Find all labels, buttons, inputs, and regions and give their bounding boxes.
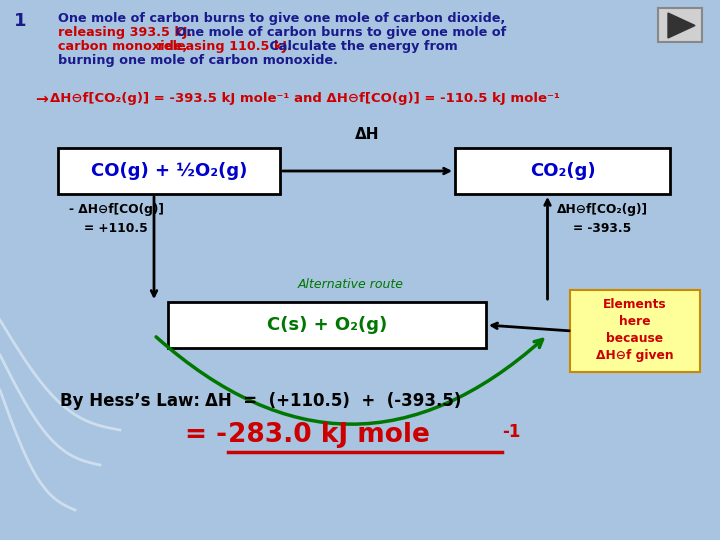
Text: One mole of carbon burns to give one mole of carbon dioxide,: One mole of carbon burns to give one mol… [58,12,505,25]
Text: - ΔH⊖f[CO(g)]: - ΔH⊖f[CO(g)] [68,204,163,217]
Text: 283.0 kJ mole: 283.0 kJ mole [228,422,430,448]
Text: = +110.5: = +110.5 [84,221,148,234]
Text: Calculate the energy from: Calculate the energy from [265,40,458,53]
Text: = -393.5: = -393.5 [573,221,631,234]
Text: CO₂(g): CO₂(g) [530,162,595,180]
Text: Elements
here
because
ΔH⊖f given: Elements here because ΔH⊖f given [596,298,674,362]
Text: One mole of carbon burns to give one mole of: One mole of carbon burns to give one mol… [171,26,506,39]
Text: releasing 393.5 kJ.: releasing 393.5 kJ. [58,26,192,39]
Text: ΔH⊖f[CO₂(g)] = -393.5 kJ mole⁻¹ and ΔH⊖f[CO(g)] = -110.5 kJ mole⁻¹: ΔH⊖f[CO₂(g)] = -393.5 kJ mole⁻¹ and ΔH⊖f… [50,92,560,105]
Text: burning one mole of carbon monoxide.: burning one mole of carbon monoxide. [58,54,338,67]
FancyBboxPatch shape [455,148,670,194]
Text: C(s) + O₂(g): C(s) + O₂(g) [267,316,387,334]
FancyBboxPatch shape [570,290,700,372]
Text: -1: -1 [502,423,521,441]
Text: →: → [36,92,54,107]
Text: ΔH⊖f[CO₂(g)]: ΔH⊖f[CO₂(g)] [557,204,648,217]
FancyBboxPatch shape [58,148,280,194]
Text: By Hess’s Law:: By Hess’s Law: [60,392,200,410]
Polygon shape [668,13,695,38]
FancyBboxPatch shape [168,302,486,348]
Text: 1: 1 [14,12,27,30]
Text: releasing 110.5 kJ.: releasing 110.5 kJ. [153,40,292,53]
Text: ΔH: ΔH [355,127,379,142]
FancyBboxPatch shape [658,8,702,42]
Text: CO(g) + ½O₂(g): CO(g) + ½O₂(g) [91,162,247,180]
Text: ΔH  =  (+110.5)  +  (-393.5): ΔH = (+110.5) + (-393.5) [205,392,462,410]
Text: carbon monoxide,: carbon monoxide, [58,40,187,53]
Text: Alternative route: Alternative route [298,278,404,291]
FancyArrowPatch shape [156,337,543,424]
Text: = -: = - [185,422,236,448]
